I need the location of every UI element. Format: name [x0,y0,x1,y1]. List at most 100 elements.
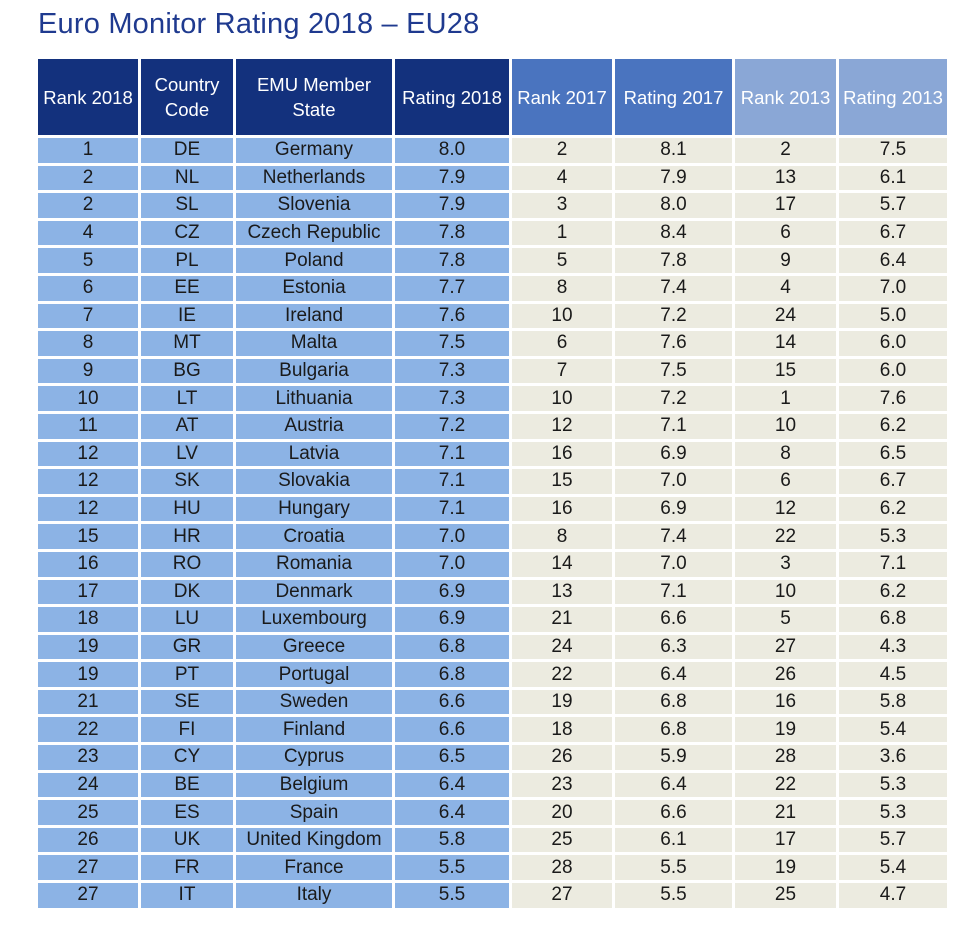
table-body: 1 DE Germany 8.0 2 8.1 2 7.5 2 NL Netherlands 7.9 4 7… [38,138,947,908]
cell-member-state: Luxembourg [236,607,392,632]
cell-rating-2017: 6.6 [615,607,732,632]
cell-rating-2017: 6.4 [615,772,732,798]
cell-member-state: Croatia [236,524,392,549]
cell-rank-2018: 12 [38,469,138,494]
cell-member-state: Finland [236,717,392,743]
cell-rank-2017: 23 [512,772,612,798]
cell-rank-2013: 10 [735,413,836,439]
cell-rank-2017: 24 [512,634,612,660]
cell-rating-2018: 7.9 [395,193,509,218]
cell-country-code: IE [141,303,233,329]
cell-country-code: PT [141,662,233,687]
cell-rating-2017: 6.9 [615,496,732,522]
cell-country-code: HU [141,496,233,522]
cell-rank-2013: 27 [735,634,836,660]
header-rank-2017[interactable]: Rank 2017 [512,59,612,135]
cell-rank-2017: 7 [512,358,612,384]
cell-rank-2017: 28 [512,855,612,881]
header-rank-2013[interactable]: Rank 2013 [735,59,836,135]
cell-rating-2013: 5.3 [839,524,947,549]
cell-rating-2013: 6.0 [839,331,947,356]
cell-rank-2018: 24 [38,772,138,798]
cell-rating-2017: 7.6 [615,331,732,356]
header-rating-2013[interactable]: Rating 2013 [839,59,947,135]
cell-rank-2013: 8 [735,441,836,467]
cell-rating-2018: 7.8 [395,248,509,273]
table-row: 2 NL Netherlands 7.9 4 7.9 13 6.1 [38,165,947,191]
cell-rank-2018: 26 [38,827,138,853]
table-row: 2 SL Slovenia 7.9 3 8.0 17 5.7 [38,193,947,218]
cell-member-state: Sweden [236,689,392,715]
cell-rating-2017: 6.4 [615,662,732,687]
cell-rank-2013: 5 [735,607,836,632]
header-label: Rank 2017 [517,86,607,108]
cell-member-state: Lithuania [236,386,392,411]
cell-rating-2018: 6.9 [395,607,509,632]
cell-country-code: ES [141,800,233,825]
cell-member-state: Ireland [236,303,392,329]
header-rank-2018[interactable]: Rank 2018 [38,59,138,135]
table-row: 15 HR Croatia 7.0 8 7.4 22 5.3 [38,524,947,549]
cell-rating-2018: 5.5 [395,855,509,881]
table-row: 12 HU Hungary 7.1 16 6.9 12 6.2 [38,496,947,522]
table-row: 12 LV Latvia 7.1 16 6.9 8 6.5 [38,441,947,467]
cell-rank-2018: 11 [38,413,138,439]
cell-rating-2018: 7.3 [395,358,509,384]
cell-rank-2017: 8 [512,524,612,549]
cell-rating-2017: 7.5 [615,358,732,384]
cell-rating-2018: 7.1 [395,496,509,522]
cell-rank-2017: 15 [512,469,612,494]
cell-rating-2018: 5.5 [395,883,509,908]
cell-country-code: CZ [141,220,233,246]
cell-rating-2013: 4.3 [839,634,947,660]
cell-rank-2013: 26 [735,662,836,687]
cell-rank-2017: 27 [512,883,612,908]
cell-rank-2017: 10 [512,386,612,411]
cell-rating-2013: 5.4 [839,855,947,881]
table-row: 24 BE Belgium 6.4 23 6.4 22 5.3 [38,772,947,798]
cell-rank-2017: 21 [512,607,612,632]
cell-country-code: MT [141,331,233,356]
header-label: Code [164,99,210,120]
header-rating-2017[interactable]: Rating 2017 [615,59,732,135]
cell-rank-2017: 20 [512,800,612,825]
cell-rank-2013: 4 [735,275,836,301]
cell-rank-2017: 26 [512,745,612,770]
cell-rating-2018: 7.0 [395,551,509,577]
header-country-code[interactable]: Country Code [141,59,233,135]
cell-rating-2013: 5.3 [839,800,947,825]
cell-rank-2013: 16 [735,689,836,715]
cell-rank-2013: 21 [735,800,836,825]
cell-rank-2018: 2 [38,165,138,191]
header-emu-member-state[interactable]: EMU Member State [236,59,392,135]
cell-rank-2017: 18 [512,717,612,743]
cell-country-code: SL [141,193,233,218]
header-label: Rank 2013 [740,86,831,108]
cell-country-code: LV [141,441,233,467]
cell-rank-2018: 7 [38,303,138,329]
table-row: 6 EE Estonia 7.7 8 7.4 4 7.0 [38,275,947,301]
cell-rating-2017: 7.2 [615,386,732,411]
table-row: 12 SK Slovakia 7.1 15 7.0 6 6.7 [38,469,947,494]
cell-country-code: CY [141,745,233,770]
cell-rating-2018: 7.0 [395,524,509,549]
cell-rank-2013: 19 [735,717,836,743]
cell-rank-2013: 13 [735,165,836,191]
cell-rating-2018: 6.4 [395,772,509,798]
cell-member-state: Portugal [236,662,392,687]
cell-member-state: Spain [236,800,392,825]
cell-rating-2017: 8.1 [615,138,732,163]
cell-country-code: AT [141,413,233,439]
table-row: 1 DE Germany 8.0 2 8.1 2 7.5 [38,138,947,163]
table-row: 21 SE Sweden 6.6 19 6.8 16 5.8 [38,689,947,715]
table-row: 16 RO Romania 7.0 14 7.0 3 7.1 [38,551,947,577]
cell-rating-2018: 7.2 [395,413,509,439]
cell-rank-2013: 1 [735,386,836,411]
cell-member-state: Cyprus [236,745,392,770]
header-rating-2018[interactable]: Rating 2018 [395,59,509,135]
table-row: 8 MT Malta 7.5 6 7.6 14 6.0 [38,331,947,356]
cell-rating-2017: 7.2 [615,303,732,329]
header-row: Rank 2018 Country Code EMU Member State Ra… [38,59,947,135]
cell-rank-2013: 19 [735,855,836,881]
cell-rank-2017: 19 [512,689,612,715]
